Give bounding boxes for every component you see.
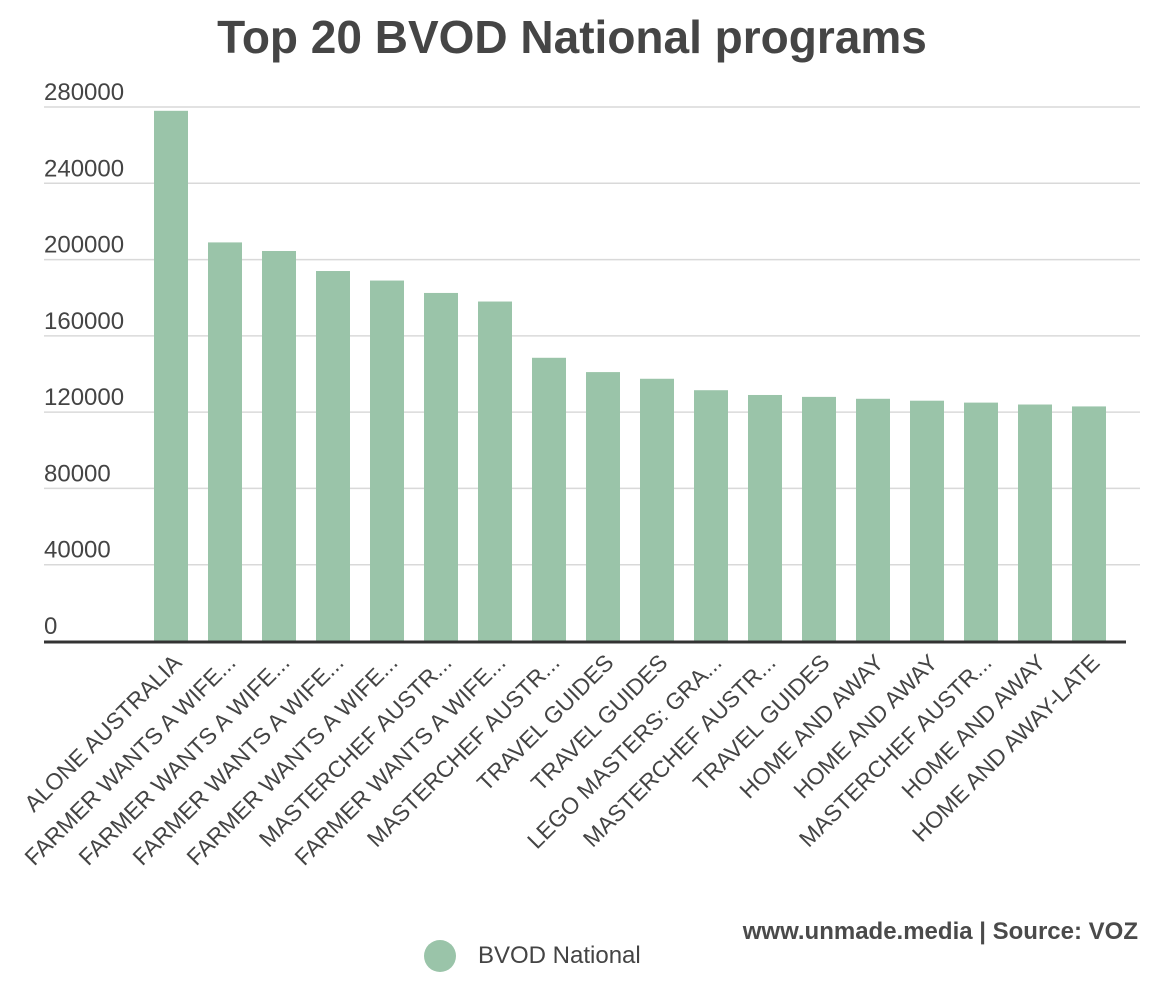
bar [208, 242, 242, 641]
y-axis-ticks: 0 40000 80000 120000 160000 200000 240000 28000… [44, 79, 124, 640]
source-note: www.unmade.media | Source: VOZ [742, 918, 1138, 945]
bar [856, 398, 890, 641]
bar [370, 280, 404, 641]
y-tick-label: 40000 [44, 537, 111, 564]
bar [586, 372, 620, 641]
bar [478, 301, 512, 641]
y-tick-label: 240000 [44, 155, 124, 182]
bar [1018, 404, 1052, 641]
legend: BVOD National [424, 940, 641, 972]
bars [154, 110, 1106, 642]
bar [316, 271, 350, 641]
legend-swatch [424, 940, 456, 972]
y-tick-label: 0 [44, 613, 57, 640]
legend-label: BVOD National [478, 942, 641, 969]
bar [640, 378, 674, 641]
bar [424, 292, 458, 641]
bar [154, 110, 188, 642]
chart-title: Top 20 BVOD National programs [217, 11, 927, 63]
bar [910, 400, 944, 641]
bar [1072, 406, 1106, 641]
bar [748, 394, 782, 641]
y-tick-label: 160000 [44, 308, 124, 335]
y-tick-label: 280000 [44, 79, 124, 106]
y-tick-label: 120000 [44, 384, 124, 411]
bar [262, 250, 296, 641]
bar [802, 396, 836, 641]
bar [694, 390, 728, 641]
y-tick-label: 200000 [44, 232, 124, 259]
bar [964, 402, 998, 641]
y-tick-label: 80000 [44, 460, 111, 487]
bar [532, 357, 566, 641]
